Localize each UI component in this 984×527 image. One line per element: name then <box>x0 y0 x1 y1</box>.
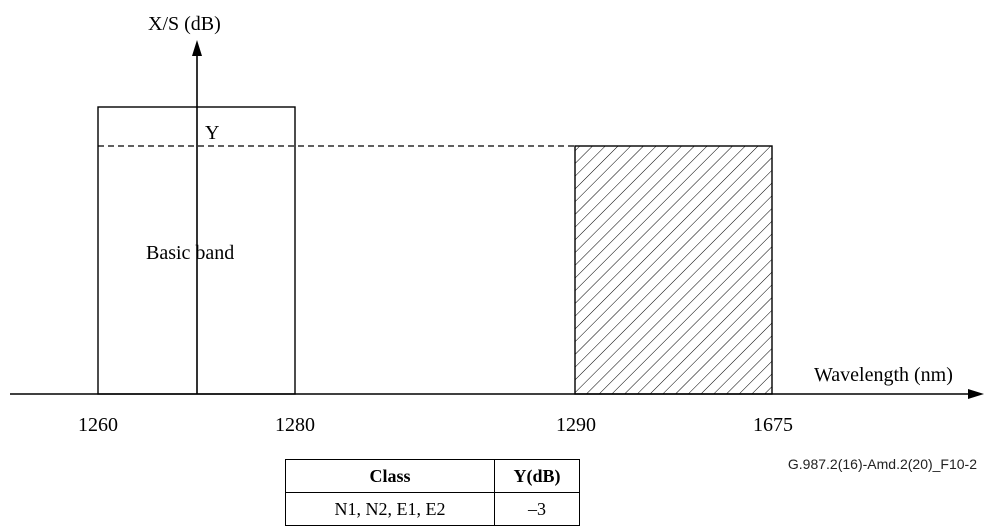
y-axis-arrow <box>192 40 202 56</box>
basic-band-box <box>97 106 296 395</box>
figure-id: G.987.2(16)-Amd.2(20)_F10-2 <box>788 456 977 472</box>
hatched-band <box>574 145 773 395</box>
x-axis-arrow <box>968 389 984 399</box>
table-header-y: Y(dB) <box>494 459 580 493</box>
x-axis-label: Wavelength (nm) <box>814 364 953 386</box>
tick-label-1290: 1290 <box>556 414 596 436</box>
basic-band-label: Basic band <box>146 242 234 264</box>
y-axis-label: X/S (dB) <box>148 13 221 35</box>
tick-label-1260: 1260 <box>78 414 118 436</box>
y-marker-label: Y <box>205 122 219 144</box>
table-header-row: Class Y(dB) <box>285 459 580 493</box>
tick-label-1280: 1280 <box>275 414 315 436</box>
table-cell-y: –3 <box>494 492 580 526</box>
table-header-class: Class <box>285 459 495 493</box>
table-cell-class: N1, N2, E1, E2 <box>285 492 495 526</box>
tick-label-1675: 1675 <box>753 414 793 436</box>
table-row: N1, N2, E1, E2 –3 <box>285 492 580 526</box>
class-table: Class Y(dB) N1, N2, E1, E2 –3 <box>285 459 580 526</box>
